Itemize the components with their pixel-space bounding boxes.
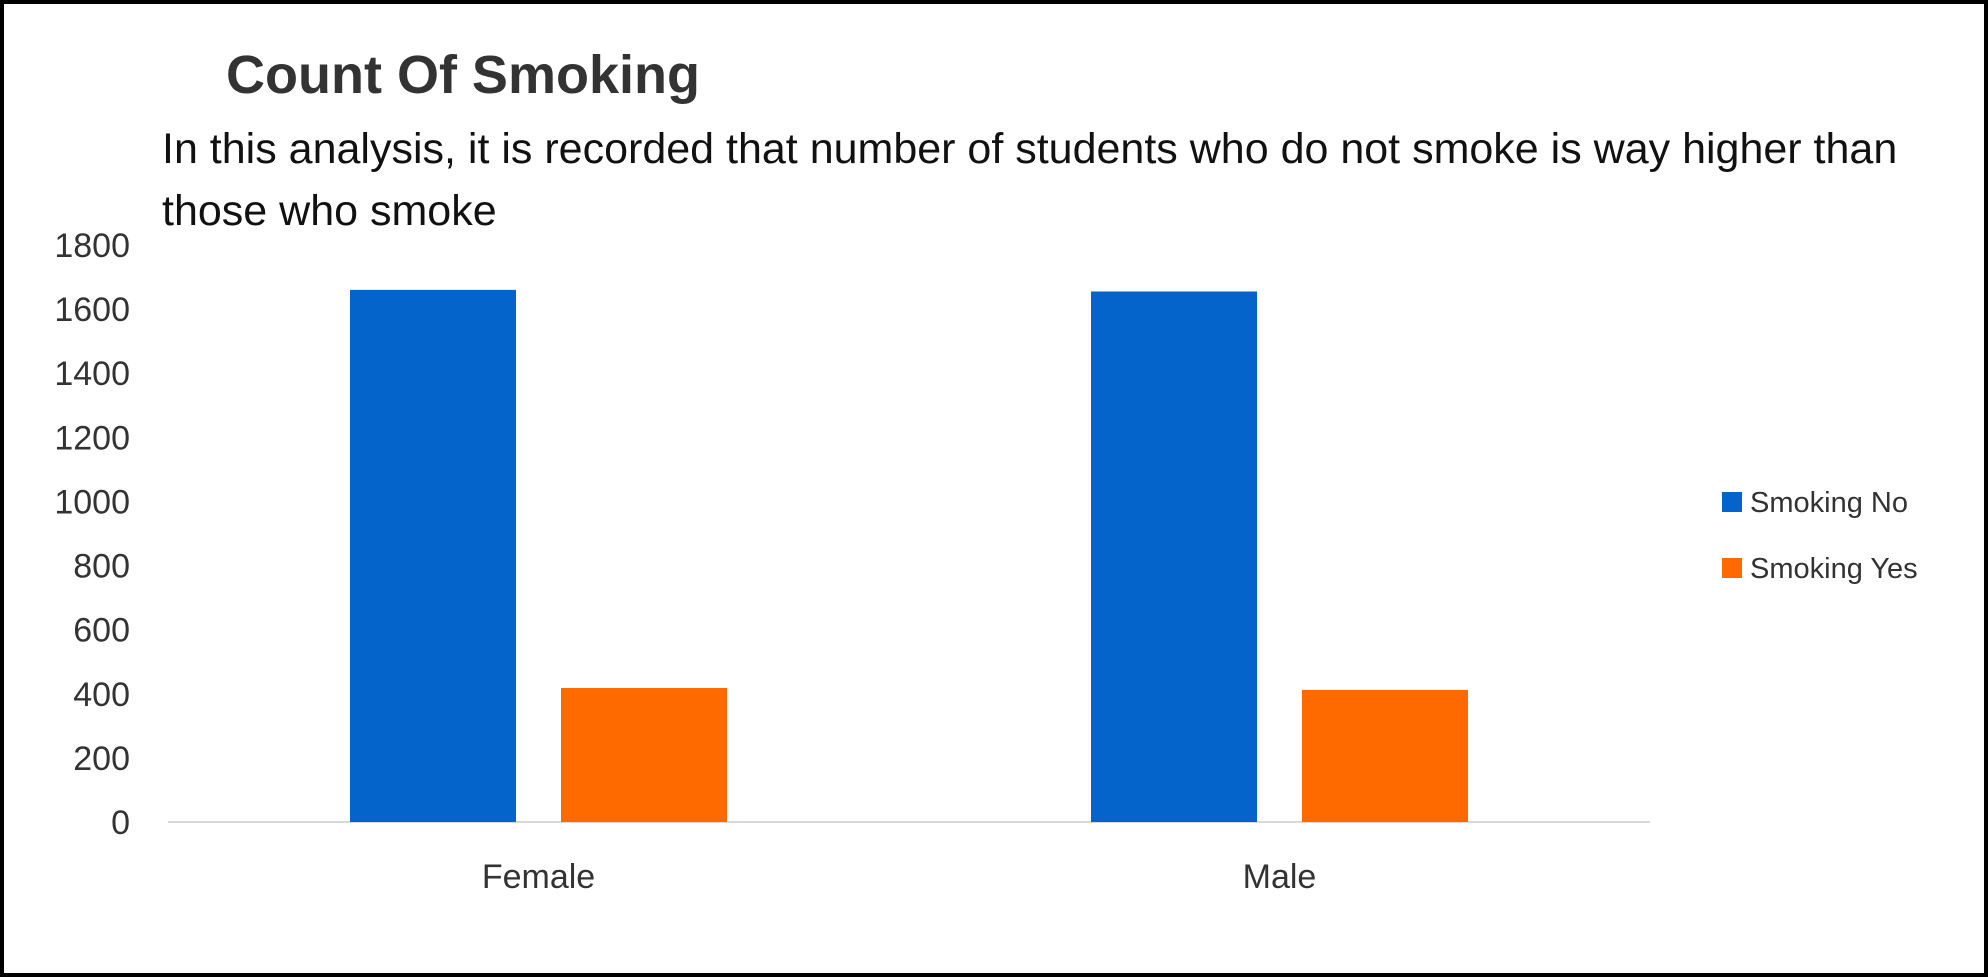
y-tick-label: 1600 — [54, 291, 130, 329]
legend-label: Smoking Yes — [1750, 553, 1918, 585]
bar-smoking-no-female — [350, 289, 516, 822]
y-tick-label: 400 — [73, 676, 130, 714]
x-category-label: Female — [482, 858, 595, 896]
y-tick-label: 1200 — [54, 419, 130, 457]
y-tick-label: 1000 — [54, 483, 130, 521]
y-tick-label: 0 — [111, 804, 130, 842]
x-category-label: Male — [1243, 858, 1317, 896]
y-tick-label: 800 — [73, 548, 130, 586]
bar-smoking-no-male — [1091, 291, 1257, 822]
y-tick-label: 200 — [73, 740, 130, 778]
y-tick-label: 600 — [73, 612, 130, 650]
chart-subtitle: In this analysis, it is recorded that nu… — [162, 125, 1898, 235]
y-tick-label: 1800 — [54, 227, 130, 265]
bar-smoking-yes-male — [1302, 689, 1468, 822]
bar-smoking-yes-female — [561, 688, 727, 822]
legend-swatch — [1722, 492, 1742, 512]
legend-swatch — [1722, 558, 1742, 578]
y-tick-label: 1400 — [54, 355, 130, 393]
legend-label: Smoking No — [1750, 487, 1908, 519]
chart-title: Count Of Smoking — [226, 45, 700, 105]
